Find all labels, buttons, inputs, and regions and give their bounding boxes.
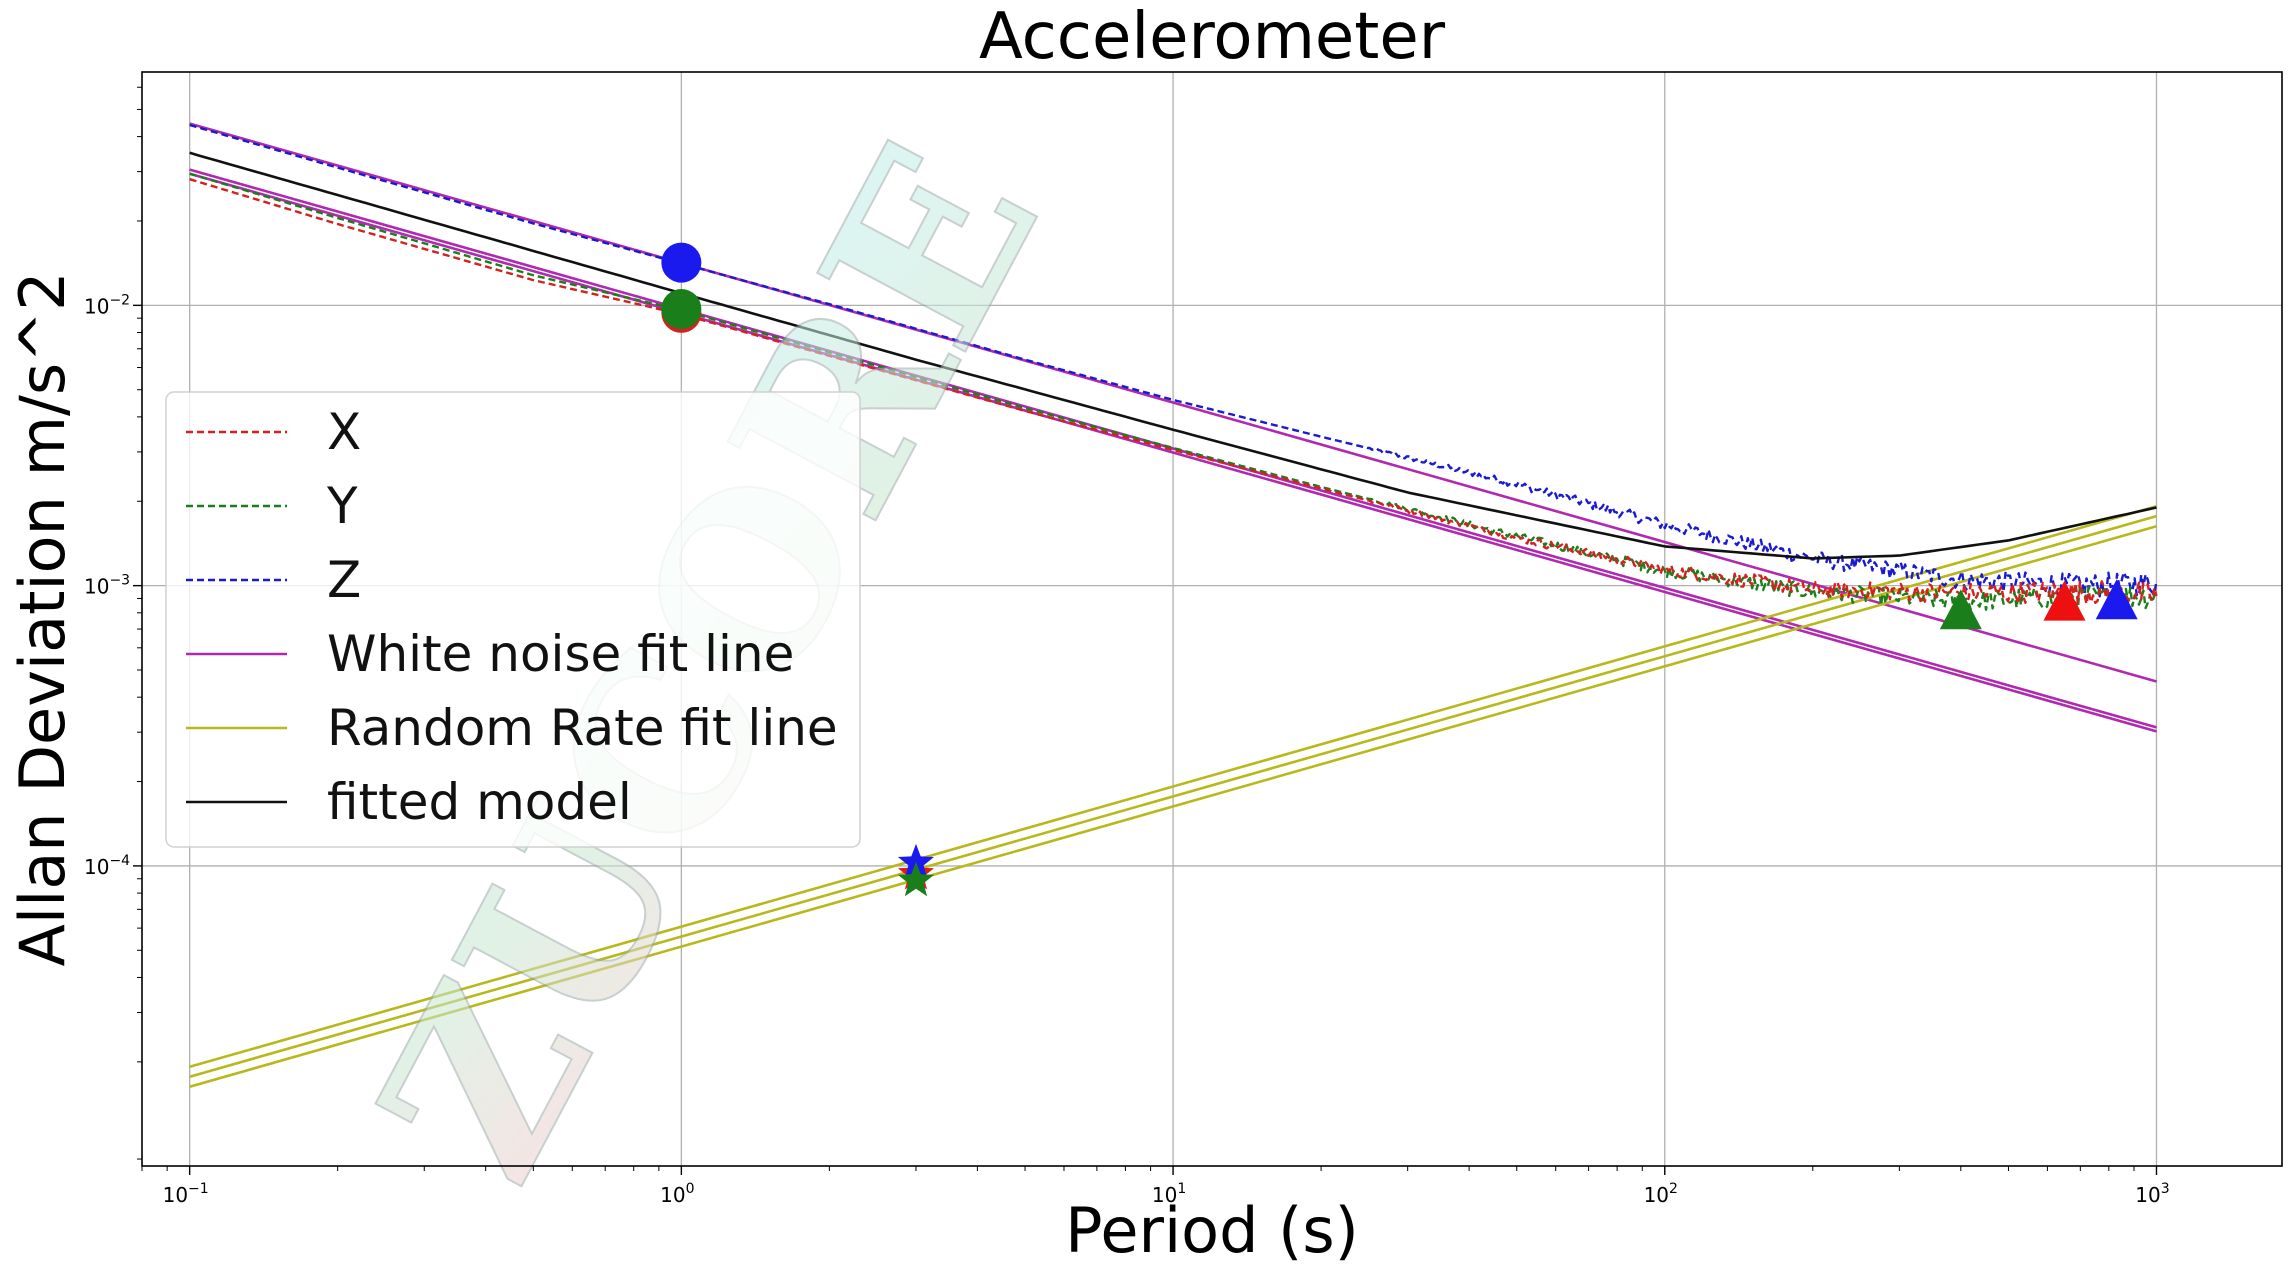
series-x (189, 177, 2158, 606)
y-tick-label: 10−3 (84, 573, 130, 599)
markers-layer (661, 242, 2138, 897)
white-noise-fit-line (189, 172, 2157, 733)
y-tick-label: 10−4 (84, 853, 130, 879)
x-tick-label: 101 (1152, 1181, 1186, 1207)
legend-label: Random Rate fit line (327, 699, 838, 757)
random-rate-fit-line (189, 504, 2157, 1069)
legend-label: X (327, 403, 361, 461)
y-axis-label: Allan Deviation m/s^2 (6, 271, 79, 966)
x-tick-label: 10−1 (163, 1181, 209, 1207)
x-tick-label: 100 (660, 1181, 694, 1207)
axis-ticks: 10−1 100 101 102 103 10−4 10−3 10−2 (84, 86, 2170, 1207)
legend: XYZ White noise fit line Random Rate fit l… (165, 391, 861, 848)
legend-label: White noise fit line (327, 625, 794, 683)
legend-label: fitted model (327, 773, 632, 831)
triangle-marker (2095, 579, 2138, 620)
x-tick-label: 103 (2135, 1181, 2169, 1207)
x-axis-label: Period (s) (1065, 1194, 1359, 1267)
white-noise-fit-line (189, 122, 2157, 683)
circle-marker (661, 289, 702, 330)
star-marker (897, 843, 934, 879)
legend-label: Z (327, 551, 361, 609)
random-rate-fit-line (189, 524, 2157, 1088)
circle-marker (661, 242, 702, 283)
legend-box (165, 391, 861, 848)
white-noise-fit-line (189, 168, 2157, 729)
plot-frame (141, 71, 2283, 1167)
star-marker (897, 861, 934, 897)
series-z (189, 123, 2158, 598)
triangle-marker (1939, 589, 1982, 630)
fitted-model (189, 151, 2157, 560)
triangle-marker (2043, 580, 2086, 621)
x-tick-label: 102 (1644, 1181, 1678, 1207)
y-tick-label: 10−2 (84, 292, 130, 318)
series-layer (189, 122, 2158, 1088)
chart-title: Accelerometer (979, 0, 1446, 74)
legend-label: Y (326, 477, 358, 535)
random-rate-fit-line (189, 514, 2157, 1078)
